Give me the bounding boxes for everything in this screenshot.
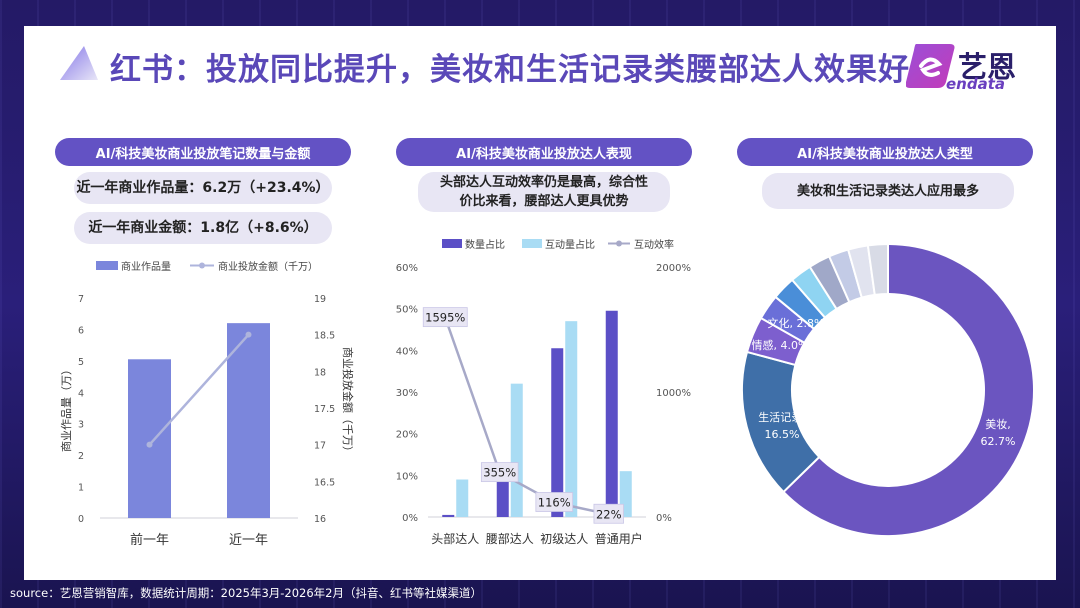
source-note: source：艺恩营销智库，数据统计周期：2025年3月-2026年2月（抖音、… [10, 586, 483, 600]
efficiency-label-box [535, 492, 574, 512]
donut-slice-label: 情感, 4.0% [752, 339, 809, 352]
x-category-label: 腰部达人 [486, 531, 534, 546]
x-category-label: 初级达人 [540, 532, 588, 546]
left-y-tick: 5 [78, 357, 84, 368]
amount-point [245, 331, 252, 338]
donut-slice [866, 242, 889, 297]
legend-works-swatch [96, 261, 118, 270]
logo-text: 艺恩 [958, 50, 1017, 84]
left-y-tick: 6 [78, 325, 84, 336]
legend-count-label: 数量占比 [465, 238, 505, 251]
right-y-axis-label: 商业投放金额（千万） [341, 347, 355, 457]
middle-panel-header: AI/科技美妆商业投放达人表现 [396, 138, 692, 166]
left-y-tick: 2 [78, 451, 84, 462]
left-panel-header: AI/科技美妆商业投放笔记数量与金额 [55, 138, 351, 166]
logo-subtext: endata [946, 75, 1006, 93]
left-y-tick: 1 [78, 483, 84, 494]
left-y-tick: 20% [396, 430, 418, 441]
right-y-tick: 18.5 [314, 331, 335, 342]
interaction-share-bar [510, 383, 523, 517]
x-category-label: 近一年 [229, 533, 268, 548]
right-y-tick: 2000% [656, 263, 691, 274]
endata-logo-icon [906, 44, 955, 88]
efficiency-label-box [593, 503, 624, 524]
right-y-tick: 17 [314, 441, 326, 452]
efficiency-line [444, 317, 610, 516]
right-y-tick: 18 [314, 367, 326, 378]
legend-interaction-label: 互动量占比 [545, 238, 595, 251]
x-category-label: 普通用户 [595, 531, 643, 546]
donut-slice-label: 16.5% [765, 428, 800, 441]
left-y-tick: 50% [396, 305, 418, 316]
legend-efficiency-label: 互动效率 [634, 238, 674, 251]
interaction-share-bar [565, 321, 578, 517]
left-y-tick: 0% [402, 513, 418, 524]
interaction-share-bar [456, 479, 469, 517]
legend-interaction-swatch [522, 239, 542, 248]
right-y-tick: 16 [314, 514, 326, 525]
right-y-tick: 17.5 [314, 404, 335, 415]
efficiency-label-box [480, 462, 519, 483]
efficiency-data-label: 1595% [425, 311, 465, 325]
left-y-tick: 4 [78, 388, 84, 399]
influencer-type-donut-chart: 美妆, 62.7% 生活记录, 16.5% 情感, 4.0% 文化, 2.8% [741, 242, 1035, 537]
x-category-label: 前一年 [130, 532, 169, 548]
donut-slice [782, 242, 1035, 537]
works-bar [128, 359, 171, 518]
left-y-tick: 3 [78, 420, 84, 431]
right-note: 美妆和生活记录类达人应用最多 [762, 173, 1014, 209]
donut-slice-label: 美妆, [985, 418, 1011, 431]
count-share-bar [605, 310, 618, 517]
works-amount-chart: 商业作品量 商业投放金额（千万）012345671616.51717.51818.… [59, 260, 355, 548]
x-category-label: 头部达人 [431, 531, 479, 546]
left-y-tick: 10% [396, 471, 418, 482]
left-y-tick: 30% [396, 388, 418, 399]
left-y-tick: 0 [78, 514, 84, 525]
efficiency-data-label: 355% [483, 466, 516, 480]
legend-count-swatch [442, 239, 462, 248]
amount-point [146, 441, 153, 448]
stat-amount: 近一年商业金额：1.8亿（+8.6%） [74, 212, 332, 244]
left-y-axis-label: 商业作品量（万） [59, 364, 73, 452]
page-title: 红书：投放同比提升，美妆和生活记录类腰部达人效果好 [110, 52, 910, 88]
left-y-tick: 60% [396, 263, 418, 274]
legend-amount-marker [199, 262, 205, 269]
legend-amount-label: 商业投放金额（千万） [218, 260, 318, 273]
right-y-tick: 1000% [656, 388, 691, 399]
count-share-bar [442, 514, 455, 517]
efficiency-label-box [422, 307, 468, 328]
title-triangle-icon [60, 46, 98, 80]
right-panel-header: AI/科技美妆商业投放达人类型 [737, 138, 1033, 166]
stat-works: 近一年商业作品量：6.2万（+23.4%） [74, 172, 332, 204]
amount-line [148, 333, 250, 446]
right-y-tick: 16.5 [314, 477, 335, 488]
left-y-tick: 40% [396, 346, 418, 357]
works-bar [227, 323, 270, 518]
donut-slice-label: 文化, 2.8% [768, 316, 825, 330]
middle-note: 头部达人互动效率仍是最高，综合性价比来看，腰部达人更具优势 [418, 172, 670, 212]
right-y-tick: 19 [314, 294, 326, 305]
donut-slice-label: 62.7% [981, 435, 1016, 448]
count-share-bar [551, 348, 564, 517]
right-y-tick: 0% [656, 513, 672, 524]
legend-efficiency-marker [616, 240, 622, 247]
donut-slice-label: 生活记录, [758, 410, 806, 424]
count-share-bar [496, 475, 509, 517]
left-y-tick: 7 [78, 294, 84, 305]
influencer-performance-chart: 数量占比 互动量占比 互动效率 0% 10% 20% 30% 40% 50% 60% 0% 1000%… [396, 238, 691, 546]
efficiency-data-label: 22% [596, 507, 622, 521]
legend-works-label: 商业作品量 [121, 260, 171, 273]
efficiency-data-label: 116% [538, 496, 571, 510]
